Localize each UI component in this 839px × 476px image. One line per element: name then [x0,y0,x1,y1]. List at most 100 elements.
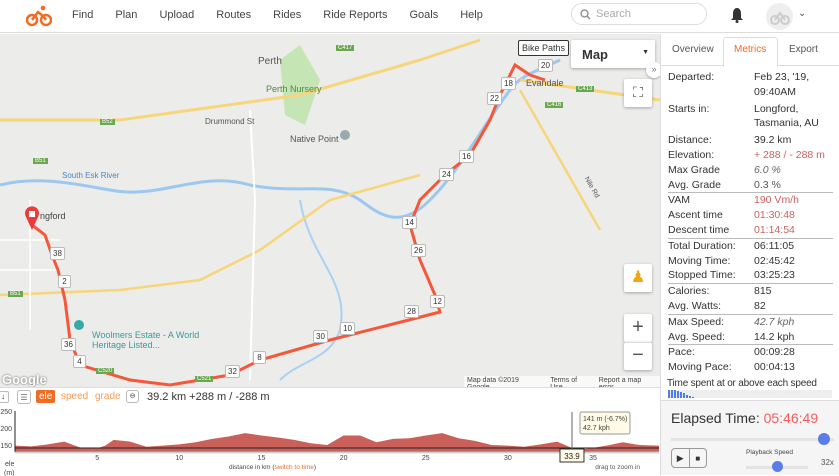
km-marker[interactable]: 8 [253,351,266,364]
menu-icon[interactable]: ☰ [17,390,31,404]
nav-link-rides[interactable]: Rides [273,9,302,21]
report-error-link[interactable]: Report a map error [598,377,642,387]
switch-to-time-link[interactable]: switch to time [275,464,315,471]
x-tick-label: 35 [589,455,597,462]
play-button[interactable]: ▶ [672,449,690,467]
nav-link-routes[interactable]: Routes [216,9,252,21]
stop-button[interactable]: ■ [695,454,701,463]
elevation-chart[interactable]: 250 200 150 5 10 15 20 25 30 35 ele (m) distance in … [0,388,660,476]
search-icon [580,9,591,20]
road-label: B51 [33,158,48,164]
km-marker[interactable]: 36 [61,338,76,351]
progress-slider[interactable] [671,433,834,445]
tooltip-speed: 42.7 kph [583,425,610,432]
download-icon[interactable]: ↓ [0,391,9,403]
metric-value: Longford, Tasmania, AU [754,102,819,130]
hist-bar [671,389,673,398]
metric-label: Max Grade [668,163,720,176]
metric-label: Calories: [668,285,710,298]
tab-overview[interactable]: Overview [672,44,714,55]
avatar[interactable] [766,3,793,30]
map-type-select[interactable]: Map ▼ [571,40,655,68]
bell-icon[interactable] [730,7,744,28]
km-marker[interactable]: 26 [411,244,426,257]
zoom-out-button[interactable]: − [624,342,652,370]
pegman-icon[interactable]: ♟ [624,264,652,292]
km-marker[interactable]: 28 [404,305,419,318]
metric-value: 02:45:42 [754,254,795,267]
start-pin-icon[interactable] [24,206,39,230]
km-marker[interactable]: 16 [459,150,474,163]
km-marker[interactable]: 32 [225,365,240,378]
zoom-out-icon[interactable]: ⊖ [126,390,139,403]
metric-row: Departed: Feb 23, '19, 09:40AM [668,70,833,100]
playback-controls: Elapsed Time: 05:46:49 ▶ ■ Playback Spee… [661,400,839,475]
map-place-label: Native Point [290,134,339,144]
metric-row: Distance: 39.2 km [668,133,833,148]
cursor-km-box [559,448,585,463]
km-marker[interactable]: 18 [501,77,516,90]
nav-link-plan[interactable]: Plan [115,9,138,21]
road-label: C416 [545,102,564,108]
metric-label: Total Duration: [668,239,736,252]
nav-link-help[interactable]: Help [460,9,483,21]
km-marker[interactable]: 4 [73,355,86,368]
km-marker[interactable]: 24 [439,168,454,181]
metric-value: 01:14:54 [754,223,795,236]
km-marker[interactable]: 2 [58,275,71,288]
metric-label: Avg. Speed: [668,330,726,343]
nav-link-upload[interactable]: Upload [159,9,195,21]
hist-bar [680,391,682,398]
speed-histogram [668,389,832,398]
playback-speed-slider[interactable] [746,461,808,472]
nav-link-ride-reports[interactable]: Ride Reports [323,9,388,21]
mode-ele[interactable]: ele [36,390,56,403]
metric-row: Elevation: + 288 / - 288 m [668,148,833,163]
tab-export[interactable]: Export [789,44,818,55]
metric-row: Moving Time: 02:45:42 [668,254,833,269]
nav-link-find[interactable]: Find [72,9,94,21]
tab-metrics[interactable]: Metrics [734,44,767,55]
map-place-label: Evandale [526,78,564,88]
km-marker[interactable]: 22 [487,92,502,105]
map-place-label: ngford [40,211,66,221]
map[interactable]: Perth Perth Nursery Drummond St Native Poin… [0,34,660,387]
metric-label: Pace: [668,346,695,359]
km-marker[interactable]: 10 [340,322,355,335]
collapse-panel-button[interactable]: » [646,62,660,78]
tooltip-box [579,411,631,435]
metric-row: Pace: 00:09:28 [668,344,833,360]
mode-speed[interactable]: speed [61,391,89,402]
mode-grade[interactable]: grade [95,391,121,402]
chevron-down-icon[interactable]: ⌄ [798,8,807,19]
fullscreen-button[interactable]: ⛶ [624,79,652,107]
metric-value: 14.2 kph [754,330,795,343]
map-place-label: South Esk River [62,171,120,180]
google-logo: Google [2,372,47,387]
km-marker[interactable]: 14 [402,216,417,229]
x-tick-label: 30 [504,455,512,462]
nav-link-goals[interactable]: Goals [409,9,439,21]
km-marker[interactable]: 30 [313,330,328,343]
elapsed-label: Elapsed Time: [671,410,760,426]
km-marker[interactable]: 20 [538,59,553,72]
metric-label: Departed: [668,71,715,83]
km-marker[interactable]: 38 [50,247,65,260]
y-tick-label: 200 [0,426,12,433]
km-marker[interactable]: 12 [430,295,445,308]
metric-value: + 288 / - 288 m [754,148,825,161]
bike-paths-toggle[interactable]: Bike Paths [518,40,570,56]
metric-row: Moving Pace: 00:04:13 [668,360,833,375]
x-tick-label: 10 [175,455,183,462]
map-place-label: Perth [258,56,282,67]
road-label: C417 [336,45,355,51]
zoom-in-button[interactable]: + [624,314,652,342]
map-attribution: Map data ©2019 GoogleTerms of UseReport … [464,376,660,387]
terms-link[interactable]: Terms of Use [550,377,578,387]
logo-icon[interactable] [25,5,53,32]
search-input[interactable]: Search [571,3,707,25]
x-label-part: ) [314,464,316,471]
elevation-summary: 39.2 km +288 m / -288 m [147,391,270,403]
metric-value: Feb 23, '19, 09:40AM [754,71,810,98]
road-label: B51 [8,291,23,297]
